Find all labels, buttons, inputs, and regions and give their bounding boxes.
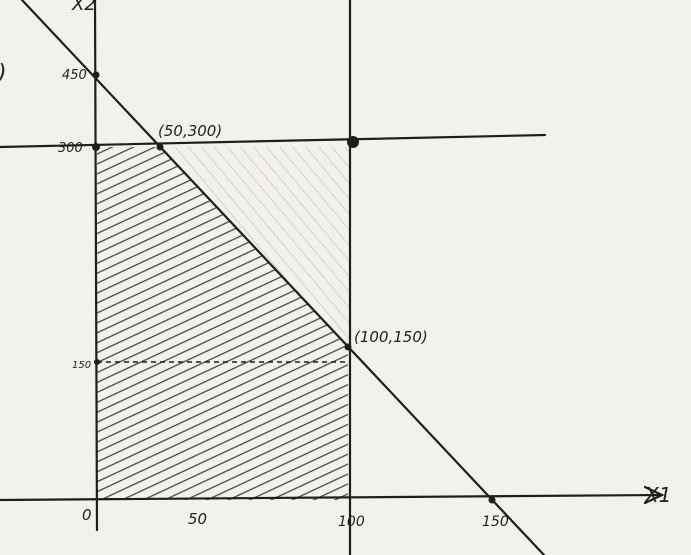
margin-mark: ) (0, 61, 7, 86)
x-tick-label: 50 (188, 510, 207, 528)
x-tick-label: 150 (482, 514, 509, 530)
diagonal-constraint (20, 0, 546, 555)
dot (347, 136, 359, 148)
line-y-300 (0, 133, 547, 149)
y-axis (93, 0, 99, 532)
dot (488, 496, 496, 504)
dot (344, 343, 352, 351)
dot (156, 143, 164, 151)
dot (94, 359, 100, 365)
y-axis-label: X2 (71, 0, 96, 15)
dot (92, 71, 100, 79)
point-label: (100,150) (354, 328, 428, 346)
dot (92, 143, 100, 151)
x-axis-label: X1 (644, 483, 671, 507)
x-tick-label: 0 (82, 506, 92, 524)
point-label: (50,300) (158, 122, 222, 140)
y-tick-label: 150 (72, 360, 91, 371)
feasible-region (97, 147, 348, 500)
x-tick-label: 100 (338, 514, 365, 530)
x-axis (0, 493, 662, 502)
x-arrow (643, 485, 665, 505)
y-tick-label: 450 (62, 68, 87, 83)
y-tick-label: 300 (58, 141, 83, 156)
